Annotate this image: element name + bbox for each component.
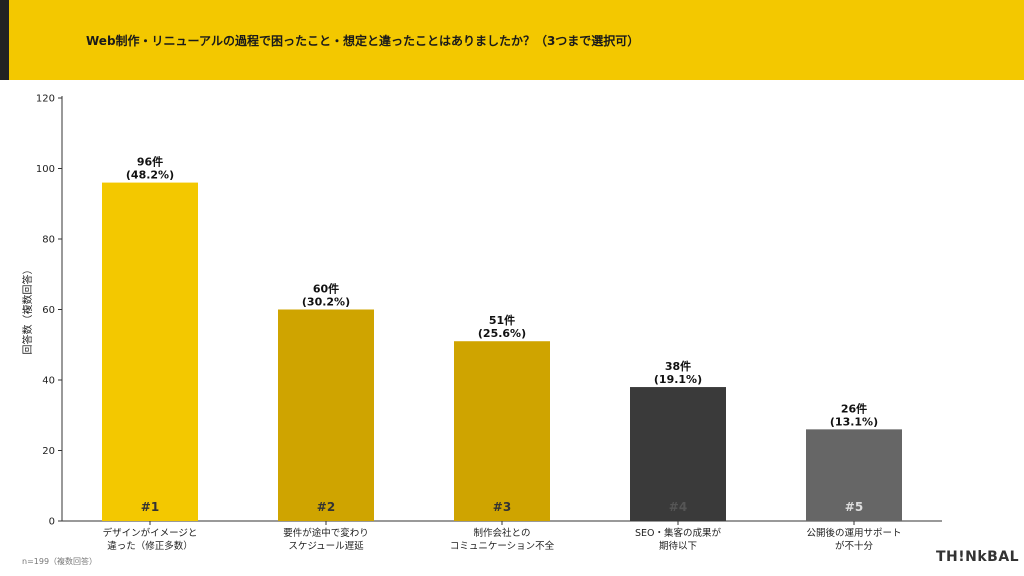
- bar-count-label: 96件: [137, 155, 163, 169]
- bar-rank-label: #1: [141, 500, 159, 514]
- bar-count-label: 51件: [489, 313, 515, 327]
- x-tick-label: 公開後の運用サポート: [806, 527, 901, 539]
- bar-rank-label: #5: [845, 500, 863, 514]
- y-axis-title: 回答数（複数回答）: [21, 265, 34, 355]
- bar-percent-label: (25.6%): [478, 327, 526, 340]
- bar: [102, 182, 198, 521]
- x-tick-label: 制作会社との: [474, 527, 531, 539]
- y-tick-label: 20: [42, 446, 55, 457]
- bar: [454, 341, 550, 521]
- x-tick-label: スケジュール遅延: [288, 540, 364, 552]
- y-tick-label: 40: [42, 376, 55, 387]
- bar-count-label: 26件: [841, 401, 867, 415]
- chart-question-title: Web制作・リニューアルの過程で困ったこと・想定と違ったことはありましたか？（3…: [86, 34, 640, 48]
- y-tick-label: 0: [49, 517, 55, 528]
- x-tick-label: 違った（修正多数）: [107, 540, 193, 552]
- bar-rank-label: #4: [669, 500, 687, 514]
- header-banner: Web制作・リニューアルの過程で困ったこと・想定と違ったことはありましたか？（3…: [0, 0, 1024, 80]
- x-tick-label: 期待以下: [659, 540, 697, 552]
- bar-count-label: 38件: [665, 359, 691, 373]
- bar-rank-label: #2: [317, 500, 335, 514]
- bar-percent-label: (13.1%): [830, 415, 878, 428]
- x-tick-label: が不十分: [835, 540, 874, 552]
- bar-count-label: 60件: [313, 282, 339, 296]
- y-tick-label: 60: [42, 305, 55, 316]
- x-tick-label: デザインがイメージと: [103, 527, 198, 539]
- bar-percent-label: (30.2%): [302, 296, 350, 309]
- header-accent-bar: [0, 0, 9, 80]
- x-tick-label: SEO・集客の成果が: [635, 527, 722, 539]
- sample-size-note: n=199（複数回答）: [22, 557, 98, 566]
- bar: [630, 387, 726, 521]
- bar-rank-label: #3: [493, 500, 511, 514]
- y-tick-label: 80: [42, 235, 55, 246]
- x-tick-label: 要件が途中で変わり: [283, 527, 369, 539]
- y-tick-label: 100: [36, 164, 55, 175]
- bar: [806, 429, 902, 521]
- brand-logo: TH!NkBAL: [936, 549, 1020, 565]
- bar: [278, 309, 374, 521]
- bar-percent-label: (48.2%): [126, 169, 174, 182]
- x-tick-label: コミュニケーション不全: [450, 540, 555, 552]
- y-tick-label: 120: [36, 94, 55, 105]
- bar-percent-label: (19.1%): [654, 373, 702, 386]
